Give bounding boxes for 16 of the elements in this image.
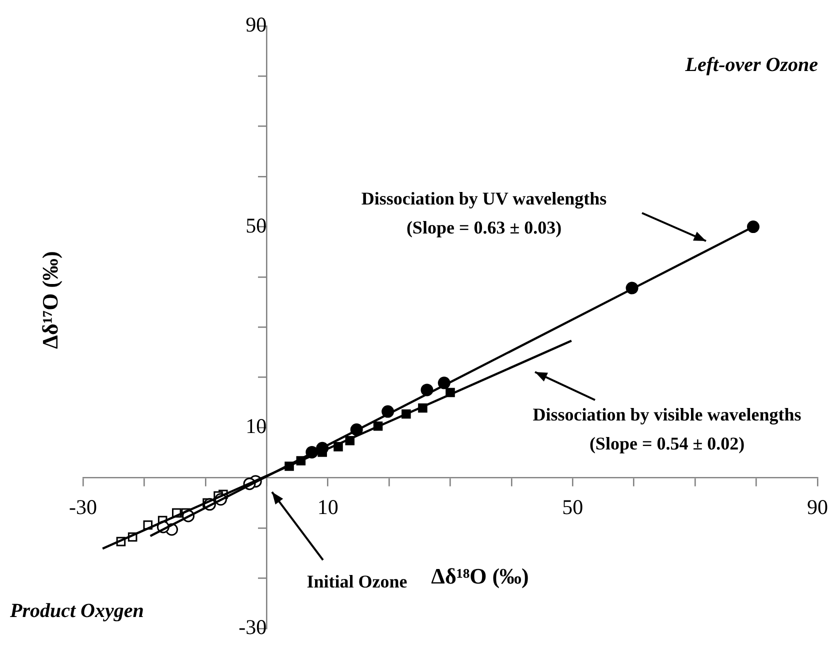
y-tick-label: 10 bbox=[246, 414, 267, 438]
y-tick-label: 50 bbox=[246, 213, 267, 238]
x-tick-label: 90 bbox=[807, 494, 828, 519]
y-axis-title: Δδ¹⁷O (‰) bbox=[38, 251, 63, 349]
x-tick-label: 10 bbox=[317, 494, 338, 519]
annotation: Product Oxygen bbox=[9, 600, 144, 622]
x-tick-label: 50 bbox=[562, 494, 584, 519]
point bbox=[746, 220, 760, 234]
y-tick-label: 90 bbox=[246, 12, 267, 37]
annotation: Dissociation by UV wavelengths (Slope = 0.63 ± 0.03) bbox=[361, 188, 607, 238]
annotation: Dissociation by visible wavelengths (Slope = 0.54 ± 0.02) bbox=[532, 404, 802, 454]
x-axis-title: Δδ¹⁸O (‰) bbox=[431, 564, 529, 589]
x-tick-label: -30 bbox=[69, 494, 97, 519]
y-tick-label: -30 bbox=[238, 614, 267, 639]
annotation: Initial Ozone bbox=[306, 572, 408, 592]
annotation: Left-over Ozone bbox=[684, 54, 818, 76]
